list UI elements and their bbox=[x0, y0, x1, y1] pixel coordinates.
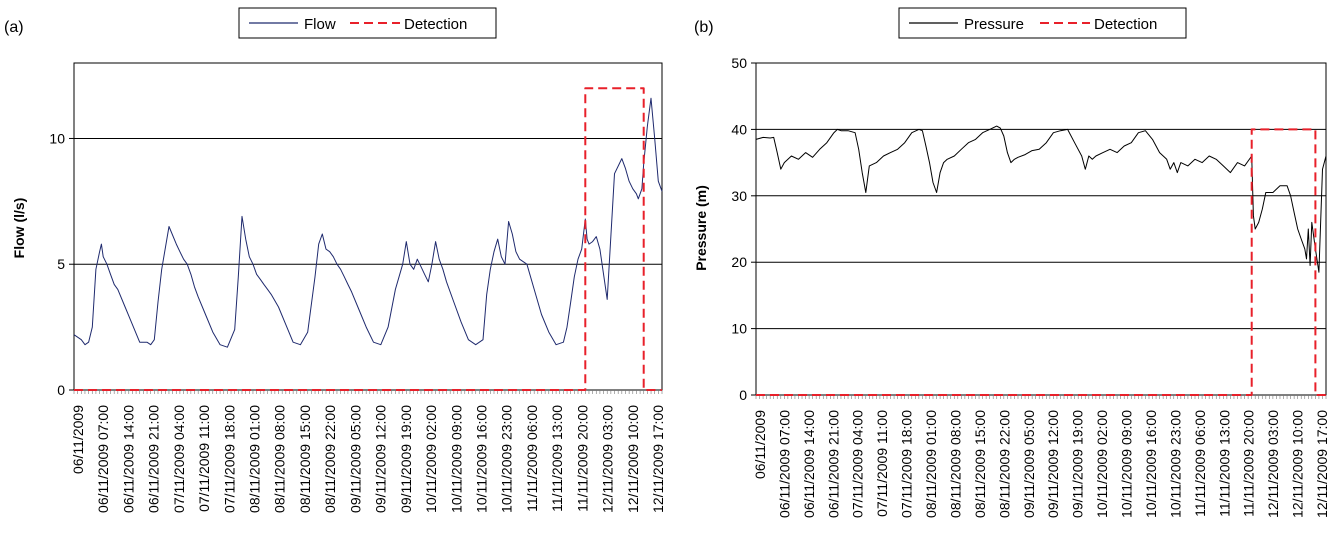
x-tick-label-a-11: 09/11/2009 05:00 bbox=[347, 405, 363, 513]
x-tick-label-a-7: 08/11/2009 01:00 bbox=[247, 405, 263, 513]
legend-b: Pressure Detection bbox=[898, 7, 1187, 39]
x-tick-label-b-14: 10/11/2009 02:00 bbox=[1094, 410, 1110, 518]
y-ticks-b: 0 10 20 30 40 50 bbox=[731, 55, 756, 403]
grid-a bbox=[74, 137, 662, 265]
y-tick-label-a-1: 5 bbox=[57, 256, 65, 272]
x-tick-label-b-0: 06/11/2009 bbox=[752, 410, 768, 479]
panel-b-pressure-chart: (b) Pressure Detection Pressure (m) 0 10 2… bbox=[693, 7, 1328, 518]
series-line-b-detection bbox=[756, 128, 1326, 396]
x-tick-label-b-9: 08/11/2009 15:00 bbox=[972, 410, 988, 518]
series-a bbox=[73, 87, 663, 391]
y-tick-label-b-1: 10 bbox=[731, 321, 747, 337]
x-tick-label-a-2: 06/11/2009 14:00 bbox=[120, 405, 136, 513]
legend-a: Flow Detection bbox=[238, 7, 497, 39]
x-tick-label-a-21: 12/11/2009 03:00 bbox=[600, 405, 616, 513]
y-tick-label-b-4: 40 bbox=[731, 121, 747, 137]
series-line-b-pressure bbox=[755, 125, 1327, 273]
x-tick-label-b-6: 07/11/2009 18:00 bbox=[899, 410, 915, 518]
x-tick-label-b-15: 10/11/2009 09:00 bbox=[1119, 410, 1135, 518]
x-tick-label-b-18: 11/11/2009 06:00 bbox=[1192, 410, 1208, 517]
x-tick-label-a-22: 12/11/2009 10:00 bbox=[625, 405, 641, 513]
y-ticks-a: 0 5 10 bbox=[49, 130, 74, 398]
x-tick-label-b-3: 06/11/2009 21:00 bbox=[825, 410, 841, 518]
x-tick-label-a-1: 06/11/2009 07:00 bbox=[95, 405, 111, 513]
legend-b-detection-label: Detection bbox=[1094, 16, 1157, 33]
y-tick-label-b-5: 50 bbox=[731, 55, 747, 71]
x-tick-label-b-2: 06/11/2009 14:00 bbox=[801, 410, 817, 518]
y-tick-label-b-0: 0 bbox=[739, 387, 747, 403]
x-tick-label-a-5: 07/11/2009 11:00 bbox=[196, 405, 212, 512]
x-tick-label-a-17: 10/11/2009 23:00 bbox=[499, 405, 515, 513]
series-line-a-flow bbox=[73, 97, 663, 348]
x-tick-label-a-23: 12/11/2009 17:00 bbox=[650, 405, 666, 513]
x-tick-label-b-10: 08/11/2009 22:00 bbox=[996, 410, 1012, 518]
grid-b bbox=[756, 62, 1326, 330]
x-ticks-a: 06/11/2009 06/11/2009 07:00 06/11/2009 14:… bbox=[70, 390, 666, 513]
x-tick-label-a-12: 09/11/2009 12:00 bbox=[373, 405, 389, 513]
x-tick-label-b-5: 07/11/2009 11:00 bbox=[874, 410, 890, 517]
x-tick-label-b-16: 10/11/2009 16:00 bbox=[1143, 410, 1159, 518]
y-axis-label-b: Pressure (m) bbox=[693, 185, 709, 271]
x-tick-label-a-20: 11/11/2009 20:00 bbox=[574, 405, 590, 512]
x-tick-label-b-17: 10/11/2009 23:00 bbox=[1167, 410, 1183, 518]
y-tick-label-b-2: 20 bbox=[731, 254, 747, 270]
x-tick-label-a-15: 10/11/2009 09:00 bbox=[448, 405, 464, 513]
plot-area-a bbox=[73, 62, 663, 391]
x-tick-label-a-0: 06/11/2009 bbox=[70, 405, 86, 474]
x-tick-label-b-4: 07/11/2009 04:00 bbox=[850, 410, 866, 518]
y-tick-label-b-3: 30 bbox=[731, 188, 747, 204]
panel-a-label: (a) bbox=[4, 19, 24, 36]
x-tick-label-b-19: 11/11/2009 13:00 bbox=[1216, 410, 1232, 517]
series-b bbox=[755, 125, 1327, 396]
x-tick-label-a-18: 11/11/2009 06:00 bbox=[524, 405, 540, 512]
panel-a-flow-chart: (a) Flow Detection Flow (l/s) 0 5 10 06/11… bbox=[4, 7, 666, 513]
x-tick-label-a-3: 06/11/2009 21:00 bbox=[146, 405, 162, 513]
legend-a-detection-label: Detection bbox=[404, 16, 467, 33]
x-tick-label-b-1: 06/11/2009 07:00 bbox=[776, 410, 792, 518]
panel-b-label: (b) bbox=[694, 19, 714, 36]
y-axis-label-a: Flow (l/s) bbox=[11, 198, 27, 259]
y-tick-label-a-2: 10 bbox=[49, 130, 65, 146]
x-tick-label-a-16: 10/11/2009 16:00 bbox=[473, 405, 489, 513]
x-tick-label-a-8: 08/11/2009 08:00 bbox=[272, 405, 288, 513]
x-tick-label-a-4: 07/11/2009 04:00 bbox=[171, 405, 187, 513]
x-ticks-b: 06/11/2009 06/11/2009 07:00 06/11/2009 14:… bbox=[752, 395, 1328, 518]
x-tick-label-b-13: 09/11/2009 19:00 bbox=[1070, 410, 1086, 518]
legend-b-pressure-label: Pressure bbox=[964, 16, 1024, 33]
x-tick-label-a-10: 08/11/2009 22:00 bbox=[322, 405, 338, 513]
x-tick-label-b-11: 09/11/2009 05:00 bbox=[1021, 410, 1037, 518]
x-tick-label-b-20: 11/11/2009 20:00 bbox=[1241, 410, 1257, 517]
x-tick-label-b-7: 08/11/2009 01:00 bbox=[923, 410, 939, 518]
x-tick-label-b-8: 08/11/2009 08:00 bbox=[947, 410, 963, 518]
x-tick-label-b-21: 12/11/2009 03:00 bbox=[1265, 410, 1281, 518]
x-tick-label-b-12: 09/11/2009 12:00 bbox=[1045, 410, 1061, 518]
plot-area-b bbox=[755, 62, 1327, 396]
x-tick-label-a-6: 07/11/2009 18:00 bbox=[221, 405, 237, 513]
x-tick-label-a-9: 08/11/2009 15:00 bbox=[297, 405, 313, 513]
x-tick-label-a-19: 11/11/2009 13:00 bbox=[549, 405, 565, 512]
x-tick-label-a-14: 10/11/2009 02:00 bbox=[423, 405, 439, 513]
series-line-a-detection bbox=[74, 87, 662, 391]
x-tick-label-b-23: 12/11/2009 17:00 bbox=[1314, 410, 1328, 518]
legend-a-flow-label: Flow bbox=[304, 16, 336, 33]
x-tick-label-a-13: 09/11/2009 19:00 bbox=[398, 405, 414, 513]
x-tick-label-b-22: 12/11/2009 10:00 bbox=[1290, 410, 1306, 518]
y-tick-label-a-0: 0 bbox=[57, 382, 65, 398]
